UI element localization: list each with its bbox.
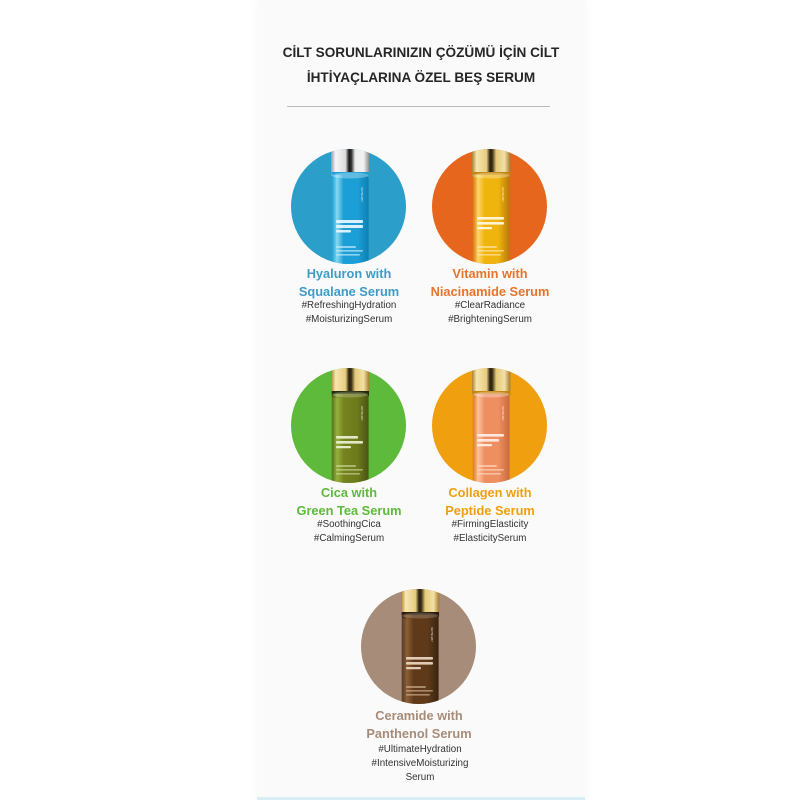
- svg-text:SKYN1207: SKYN1207: [501, 406, 505, 421]
- svg-text:SKYN1207: SKYN1207: [360, 187, 364, 202]
- svg-text:SKYN1207: SKYN1207: [360, 406, 364, 421]
- svg-text:SKYN1207: SKYN1207: [430, 627, 434, 642]
- svg-text:SKYN1207: SKYN1207: [501, 187, 505, 202]
